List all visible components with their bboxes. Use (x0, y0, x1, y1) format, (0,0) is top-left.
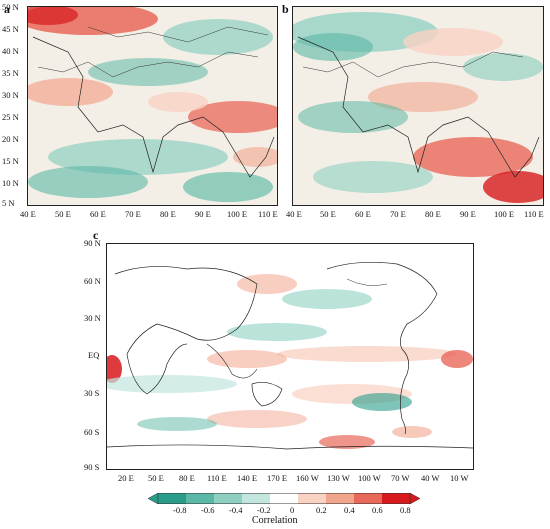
panel-b-lon-tick: 110 E (524, 209, 544, 219)
panel-b-label: b (282, 2, 289, 16)
panel-b-lon-tick: 60 E (355, 209, 371, 219)
panel-a-lat-tick: 40 N (2, 46, 19, 56)
panel-b-lon-tick: 90 E (460, 209, 476, 219)
colorbar-tick-label: -0.6 (201, 505, 215, 515)
panel-a-lat-tick: 50 N (2, 2, 19, 12)
panel-c-lon-tick: 10 W (450, 473, 469, 483)
panel-a-lon-tick: 90 E (195, 209, 211, 219)
colorbar-tick-label: -0.8 (173, 505, 187, 515)
panel-c-lon-tick: 110 E (207, 473, 227, 483)
panel-c-lon-tick: 160 W (296, 473, 319, 483)
colorbar-tick-label: 0.4 (344, 505, 355, 515)
panel-b-lon-tick: 40 E (286, 209, 302, 219)
panel-a-lon-tick: 80 E (160, 209, 176, 219)
panel-c-lat-tick: EQ (88, 350, 100, 360)
panel-c-lon-tick: 170 E (267, 473, 288, 483)
colorbar-swatch (214, 493, 242, 504)
panel-c-lat-tick: 90 S (84, 462, 100, 472)
colorbar-swatch (158, 493, 186, 504)
colorbar-title: Correlation (252, 515, 298, 526)
correlation-field-a (28, 7, 277, 205)
colorbar-tick-label: -0.2 (257, 505, 271, 515)
panel-b-lon-tick: 70 E (390, 209, 406, 219)
panel-a-lat-tick: 30 N (2, 90, 19, 100)
panel-a-lat-tick: 25 N (2, 112, 19, 122)
colorbar-swatch (326, 493, 354, 504)
panel-a-lat-tick: 20 N (2, 134, 19, 144)
colorbar-tick-label: 0.8 (400, 505, 411, 515)
correlation-field-c (107, 244, 473, 469)
correlation-field-b (293, 7, 543, 205)
panel-c-lon-tick: 130 W (327, 473, 350, 483)
panel-c-lat-tick: 60 N (84, 276, 101, 286)
colorbar-swatch (270, 493, 298, 504)
panel-c-lat-tick: 60 S (84, 427, 100, 437)
panel-a-label: a (4, 2, 10, 16)
panel-a-lat-tick: 10 N (2, 178, 19, 188)
panel-a-lon-tick: 70 E (125, 209, 141, 219)
colorbar (148, 493, 420, 504)
panel-c-lat-tick: 30 S (84, 388, 100, 398)
map-panel-b (292, 6, 544, 206)
panel-a-lat-tick: 35 N (2, 68, 19, 78)
panel-c-lon-tick: 70 W (391, 473, 410, 483)
panel-a-lat-tick: 15 N (2, 156, 19, 166)
panel-a-lon-tick: 60 E (90, 209, 106, 219)
colorbar-swatch (242, 493, 270, 504)
panel-a-lon-tick: 100 E (227, 209, 248, 219)
map-panel-a (27, 6, 278, 206)
panel-c-lon-tick: 50 E (148, 473, 164, 483)
panel-c-lon-tick: 40 W (421, 473, 440, 483)
panel-b-lon-tick: 100 E (494, 209, 515, 219)
panel-a-lon-tick: 110 E (258, 209, 278, 219)
panel-c-lon-tick: 100 W (358, 473, 381, 483)
colorbar-swatches (148, 493, 420, 504)
panel-c-lon-tick: 20 E (118, 473, 134, 483)
panel-c-lon-tick: 140 E (237, 473, 258, 483)
panel-b-lon-tick: 50 E (320, 209, 336, 219)
panel-a-lat-tick: 45 N (2, 24, 19, 34)
colorbar-tick-label: 0.2 (316, 505, 327, 515)
panel-c-lat-tick: 30 N (84, 313, 101, 323)
colorbar-swatch (298, 493, 326, 504)
panel-a-lon-tick: 50 E (55, 209, 71, 219)
panel-b-lon-tick: 80 E (425, 209, 441, 219)
panel-c-lat-tick: 90 N (84, 238, 101, 248)
colorbar-swatch (148, 493, 159, 504)
colorbar-tick-label: 0.6 (372, 505, 383, 515)
map-panel-c (106, 243, 474, 470)
colorbar-swatch (186, 493, 214, 504)
panel-a-lon-tick: 40 E (20, 209, 36, 219)
colorbar-tick-label: -0.4 (229, 505, 243, 515)
colorbar-swatch (382, 493, 410, 504)
panel-a-lat-tick: 5 N (2, 198, 15, 208)
panel-c-lon-tick: 80 E (179, 473, 195, 483)
colorbar-swatch (354, 493, 382, 504)
colorbar-swatch (409, 493, 420, 504)
panel-c-label: c (93, 228, 99, 242)
colorbar-tick-label: 0 (290, 505, 295, 515)
